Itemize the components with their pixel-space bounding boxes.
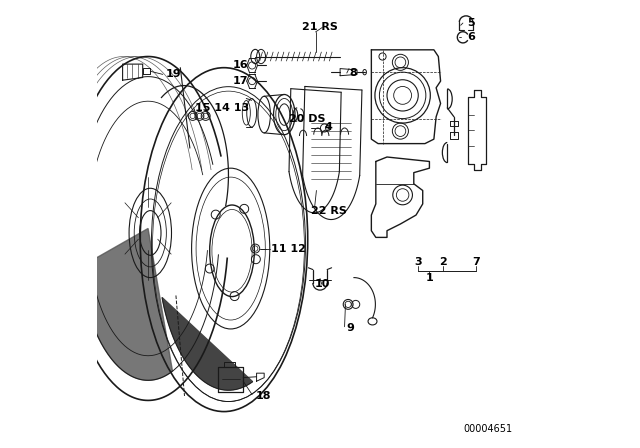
- Text: 21 RS: 21 RS: [302, 22, 338, 33]
- Text: 6: 6: [467, 32, 476, 42]
- Polygon shape: [79, 228, 173, 380]
- Text: 3: 3: [415, 257, 422, 267]
- Text: 2: 2: [439, 257, 447, 267]
- Text: 18: 18: [255, 391, 271, 401]
- Text: 20 DS: 20 DS: [289, 114, 325, 124]
- Text: 15 14 13: 15 14 13: [195, 103, 249, 113]
- Text: 00004651: 00004651: [463, 424, 512, 435]
- Text: 17: 17: [233, 76, 248, 86]
- Polygon shape: [162, 297, 253, 390]
- Text: 22 RS: 22 RS: [311, 206, 347, 215]
- Text: 7: 7: [472, 257, 480, 267]
- Text: 5: 5: [467, 18, 475, 28]
- Text: 10: 10: [314, 279, 330, 289]
- Text: 1: 1: [426, 273, 433, 284]
- Text: 9: 9: [346, 323, 354, 332]
- Text: 4: 4: [324, 122, 332, 132]
- Text: 16: 16: [233, 60, 248, 70]
- Text: 8: 8: [349, 68, 356, 78]
- Text: 11 12: 11 12: [271, 244, 306, 254]
- Text: 19: 19: [166, 69, 182, 79]
